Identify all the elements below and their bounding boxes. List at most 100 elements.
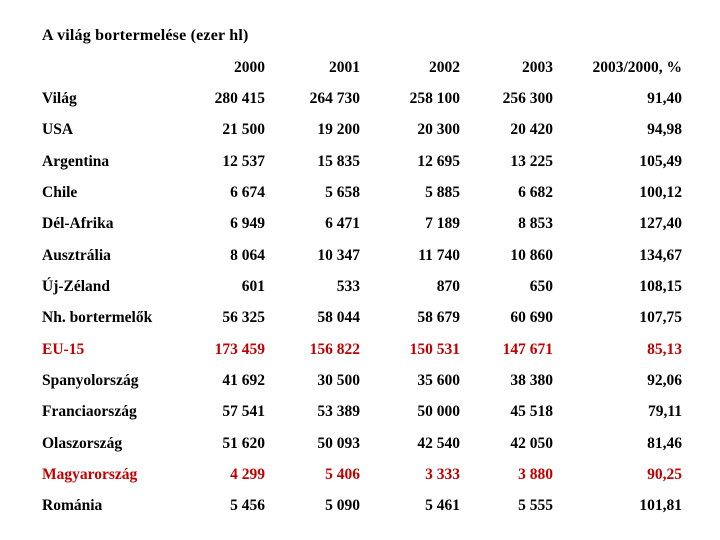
value-cell: 5 658	[325, 184, 360, 202]
value-cell: 10 347	[317, 246, 360, 264]
row-label: Olaszország	[42, 434, 123, 452]
value-cell: 5 885	[425, 184, 460, 202]
value-cell: 56 325	[222, 309, 265, 327]
value-cell: 30 500	[317, 372, 360, 390]
table-row: Olaszország 51 620 50 093 42 540 42 050 81,46	[42, 428, 682, 459]
value-cell: 79,11	[647, 403, 682, 421]
value-cell: 41 692	[222, 372, 265, 390]
value-cell: 280 415	[214, 90, 265, 108]
table-row: Új-Zéland 601 533 870 650 108,15	[42, 271, 682, 302]
value-cell: 6 674	[230, 184, 265, 202]
column-header-2001: 2001	[329, 58, 360, 76]
column-header-2003: 2003	[522, 58, 553, 76]
value-cell: 5 461	[425, 497, 460, 515]
value-cell: 92,06	[647, 372, 682, 390]
value-cell: 91,40	[647, 90, 682, 108]
value-cell: 94,98	[647, 121, 682, 139]
table-row: Chile 6 674 5 658 5 885 6 682 100,12	[42, 177, 682, 208]
row-label: Dél-Afrika	[42, 215, 114, 233]
value-cell: 156 822	[309, 340, 360, 358]
value-cell: 8 853	[518, 215, 553, 233]
value-cell: 81,46	[647, 434, 682, 452]
value-cell: 19 200	[317, 121, 360, 139]
value-cell: 4 299	[230, 466, 265, 484]
value-cell: 85,13	[647, 340, 682, 358]
value-cell: 3 880	[518, 466, 553, 484]
header-row: 2000 2001 2002 2003 2003/2000, %	[42, 52, 682, 83]
value-cell: 38 380	[510, 372, 553, 390]
value-cell: 258 100	[409, 90, 460, 108]
value-cell: 870	[436, 278, 460, 296]
row-label: Franciaország	[42, 403, 137, 421]
value-cell: 20 420	[510, 121, 553, 139]
value-cell: 264 730	[309, 90, 360, 108]
value-cell: 45 518	[510, 403, 553, 421]
row-label: EU-15	[42, 340, 85, 358]
value-cell: 57 541	[222, 403, 265, 421]
table-row: Románia 5 456 5 090 5 461 5 555 101,81	[42, 491, 682, 522]
value-cell: 6 949	[230, 215, 265, 233]
table-row: Franciaország 57 541 53 389 50 000 45 518 79,…	[42, 397, 682, 428]
table-row: Nh. bortermelők 56 325 58 044 58 679 60 690 1…	[42, 303, 682, 334]
column-header-2000: 2000	[234, 58, 265, 76]
value-cell: 42 540	[417, 434, 460, 452]
value-cell: 42 050	[510, 434, 553, 452]
value-cell: 12 537	[222, 152, 265, 170]
value-cell: 12 695	[417, 152, 460, 170]
row-label: USA	[42, 121, 74, 139]
value-cell: 5 406	[325, 466, 360, 484]
value-cell: 173 459	[214, 340, 265, 358]
value-cell: 650	[529, 278, 553, 296]
value-cell: 100,12	[639, 184, 682, 202]
value-cell: 21 500	[222, 121, 265, 139]
value-cell: 107,75	[639, 309, 682, 327]
row-label: Chile	[42, 184, 78, 202]
value-cell: 5 090	[325, 497, 360, 515]
page-title: A világ bortermelése (ezer hl)	[42, 27, 249, 44]
value-cell: 50 093	[317, 434, 360, 452]
table-row: Világ 280 415 264 730 258 100 256 300 91,40	[42, 83, 682, 114]
table-row: EU-15 173 459 156 822 150 531 147 671 85,13	[42, 334, 682, 365]
value-cell: 5 456	[230, 497, 265, 515]
value-cell: 105,49	[639, 152, 682, 170]
table-body: Világ 280 415 264 730 258 100 256 300 91,40 US…	[42, 83, 682, 522]
value-cell: 533	[336, 278, 360, 296]
value-cell: 51 620	[222, 434, 265, 452]
value-cell: 53 389	[317, 403, 360, 421]
row-label: Spanyolország	[42, 372, 139, 390]
column-header-blank	[42, 52, 172, 83]
row-label: Románia	[42, 497, 103, 515]
table-row: Spanyolország 41 692 30 500 35 600 38 380 92,…	[42, 365, 682, 396]
row-label: Nh. bortermelők	[42, 309, 153, 327]
value-cell: 50 000	[417, 403, 460, 421]
value-cell: 256 300	[502, 90, 553, 108]
value-cell: 13 225	[510, 152, 553, 170]
table-row: USA 21 500 19 200 20 300 20 420 94,98	[42, 115, 682, 146]
table-row: Dél-Afrika 6 949 6 471 7 189 8 853 127,40	[42, 209, 682, 240]
table-row: Magyarország 4 299 5 406 3 333 3 880 90,25	[42, 459, 682, 490]
value-cell: 601	[241, 278, 265, 296]
value-cell: 8 064	[230, 246, 265, 264]
value-cell: 150 531	[409, 340, 460, 358]
column-header-ratio: 2003/2000, %	[592, 58, 682, 76]
value-cell: 127,40	[639, 215, 682, 233]
row-label: Argentina	[42, 152, 110, 170]
row-label: Új-Zéland	[42, 278, 111, 296]
wine-production-table: 2000 2001 2002 2003 2003/2000, % Világ 28…	[42, 52, 682, 522]
value-cell: 101,81	[639, 497, 682, 515]
value-cell: 60 690	[510, 309, 553, 327]
value-cell: 6 471	[325, 215, 360, 233]
row-label: Világ	[42, 90, 77, 108]
value-cell: 58 044	[317, 309, 360, 327]
value-cell: 90,25	[647, 466, 682, 484]
value-cell: 7 189	[425, 215, 460, 233]
value-cell: 11 740	[418, 246, 460, 264]
value-cell: 108,15	[639, 278, 682, 296]
table-row: Ausztrália 8 064 10 347 11 740 10 860 134,67	[42, 240, 682, 271]
value-cell: 5 555	[518, 497, 553, 515]
row-label: Ausztrália	[42, 246, 111, 264]
column-header-2002: 2002	[429, 58, 460, 76]
value-cell: 15 835	[317, 152, 360, 170]
value-cell: 134,67	[639, 246, 682, 264]
